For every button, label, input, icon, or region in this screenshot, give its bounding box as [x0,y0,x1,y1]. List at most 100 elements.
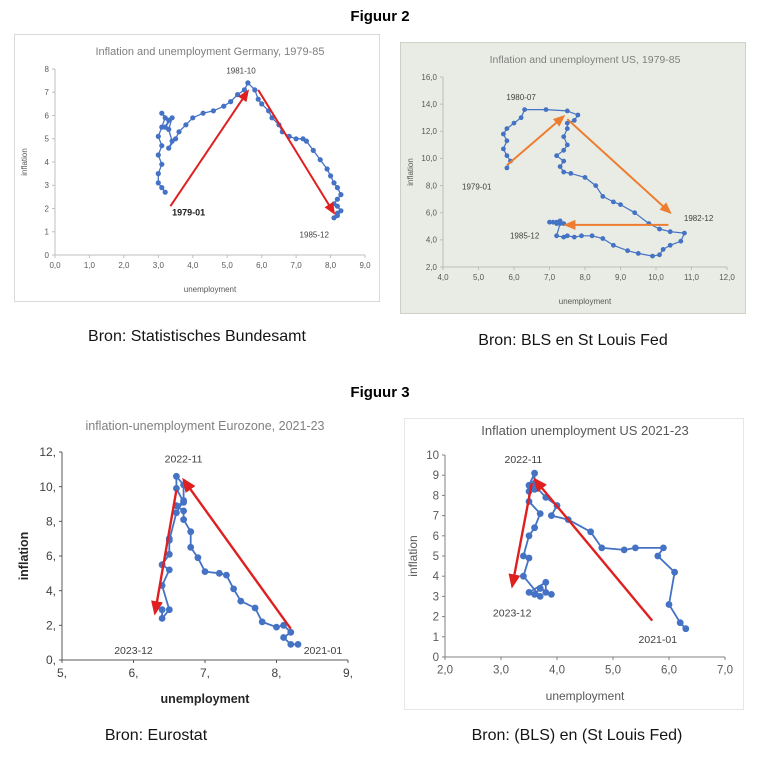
y-tick-label: 7 [433,511,439,523]
chart-title: Inflation and unemployment US, 1979-85 [490,54,681,66]
data-point [660,544,667,552]
data-point [620,546,628,554]
data-point [173,509,180,517]
x-tick-label: 7,0 [717,665,733,677]
data-point [331,180,337,186]
data-point [678,238,684,244]
y-tick-label: 14,0 [421,100,437,109]
x-tick-label: 5, [57,666,67,680]
data-point [173,485,180,492]
y-tick-label: 1 [433,632,439,644]
caption-us-2021: Bron: (BLS) en (St Louis Fed) [471,727,683,744]
x-tick-label: 3,0 [493,665,509,677]
chart-us-1979-85: 4,0 5,0 6,0 7,0 8,0 9,0 10,0 11,0 12,02,04,06,08… [406,54,735,306]
x-tick-label: 9,0 [359,261,371,270]
data-point [547,219,552,225]
data-point [525,589,533,596]
data-point [215,569,223,577]
data-point [671,568,678,576]
data-point [571,234,577,240]
data-point [258,618,266,626]
x-tick-label: 8,0 [325,261,337,270]
data-point [176,129,182,135]
series-line [161,475,298,646]
data-point [667,229,673,235]
x-tick-label: 4,0 [187,261,199,270]
data-point [561,147,567,153]
data-point [334,196,340,202]
chart-panel-us-2021: 2,0 3,0 4,0 5,0 6,0 7,0 0 1 2 3 4 5 6 7 8 9 10 unemployme… [404,418,744,710]
data-point [543,107,549,112]
data-point [273,623,280,631]
chart-title: inflation-unemployment Eurozone, 2021-23 [85,419,324,433]
data-point [190,115,196,121]
caption-eurozone: Bron: Eurostat [104,727,208,744]
chart-panel-us-1979: 4,0 5,0 6,0 7,0 8,0 9,0 10,0 11,0 12,0 2,0 4,0 6,0 8… [400,42,746,314]
x-tick-label: 10,0 [648,273,664,282]
data-point [280,621,287,629]
data-point [632,544,639,552]
data-point [287,628,295,636]
y-tick-label: 3 [45,181,50,190]
data-point [625,248,630,254]
annotation-label: 1985-12 [300,231,330,240]
data-point [582,175,588,180]
data-point [155,171,161,177]
annotation-label: 1982-12 [684,214,714,223]
data-point [593,183,599,189]
data-point [548,512,555,519]
data-point [187,528,195,536]
data-point [598,544,606,552]
x-tick-label: 6,0 [508,273,520,282]
data-point [169,115,175,121]
chart-eurozone-2021-23: 5, 6, 7, 8, 9, 0, 2, 4, 6, 8, 10, 12, unemployment in… [17,419,353,706]
data-point [165,550,173,558]
y-axis-label: inflation [17,532,31,581]
data-point [287,641,295,648]
x-tick-label: 3,0 [153,261,165,270]
data-point [665,601,673,608]
data-point [162,189,168,195]
data-point [504,138,510,144]
data-point [561,234,567,240]
y-tick-label: 0 [433,652,439,664]
y-tick-label: 5 [45,135,50,144]
data-point [589,233,595,239]
trend-arrow [566,118,672,215]
data-point [561,158,567,164]
data-point [564,108,570,114]
data-point [501,146,506,152]
data-point [180,507,188,515]
data-point [303,138,309,144]
data-point [501,131,506,137]
data-point [667,242,673,248]
y-tick-label: 6 [433,531,439,543]
x-tick-label: 7,0 [544,273,556,282]
annotation-label: 1979-01 [462,183,492,192]
chart-panel-germany: 0,0 1,0 2,0 3,0 4,0 5,0 6,0 7,0 8,0 9,0 0 1 2 3 4 5 6 7 8 u… [14,34,380,302]
data-point [587,528,594,536]
data-point [210,108,216,114]
annotation-label: 1985-12 [510,232,540,241]
annotation-label: 2021-01 [304,645,343,657]
y-tick-label: 16,0 [421,73,437,82]
data-point [165,606,173,614]
y-tick-label: 12, [39,445,56,459]
x-tick-label: 4,0 [549,665,565,677]
caption-us-1979: Bron: BLS en St Louis Fed [478,332,668,349]
data-point [536,593,544,600]
data-point [542,589,550,596]
data-point [200,110,206,116]
data-point [237,597,245,605]
data-point [158,615,166,622]
data-point [531,469,538,477]
data-point [682,230,687,236]
data-point [611,199,616,205]
data-point [155,180,161,186]
data-point [310,147,316,153]
y-tick-label: 4,0 [426,236,438,245]
data-point [571,118,577,123]
x-tick-label: 5,0 [222,261,234,270]
annotation-label: 2022-11 [165,453,203,465]
trend-arrow [169,89,250,207]
